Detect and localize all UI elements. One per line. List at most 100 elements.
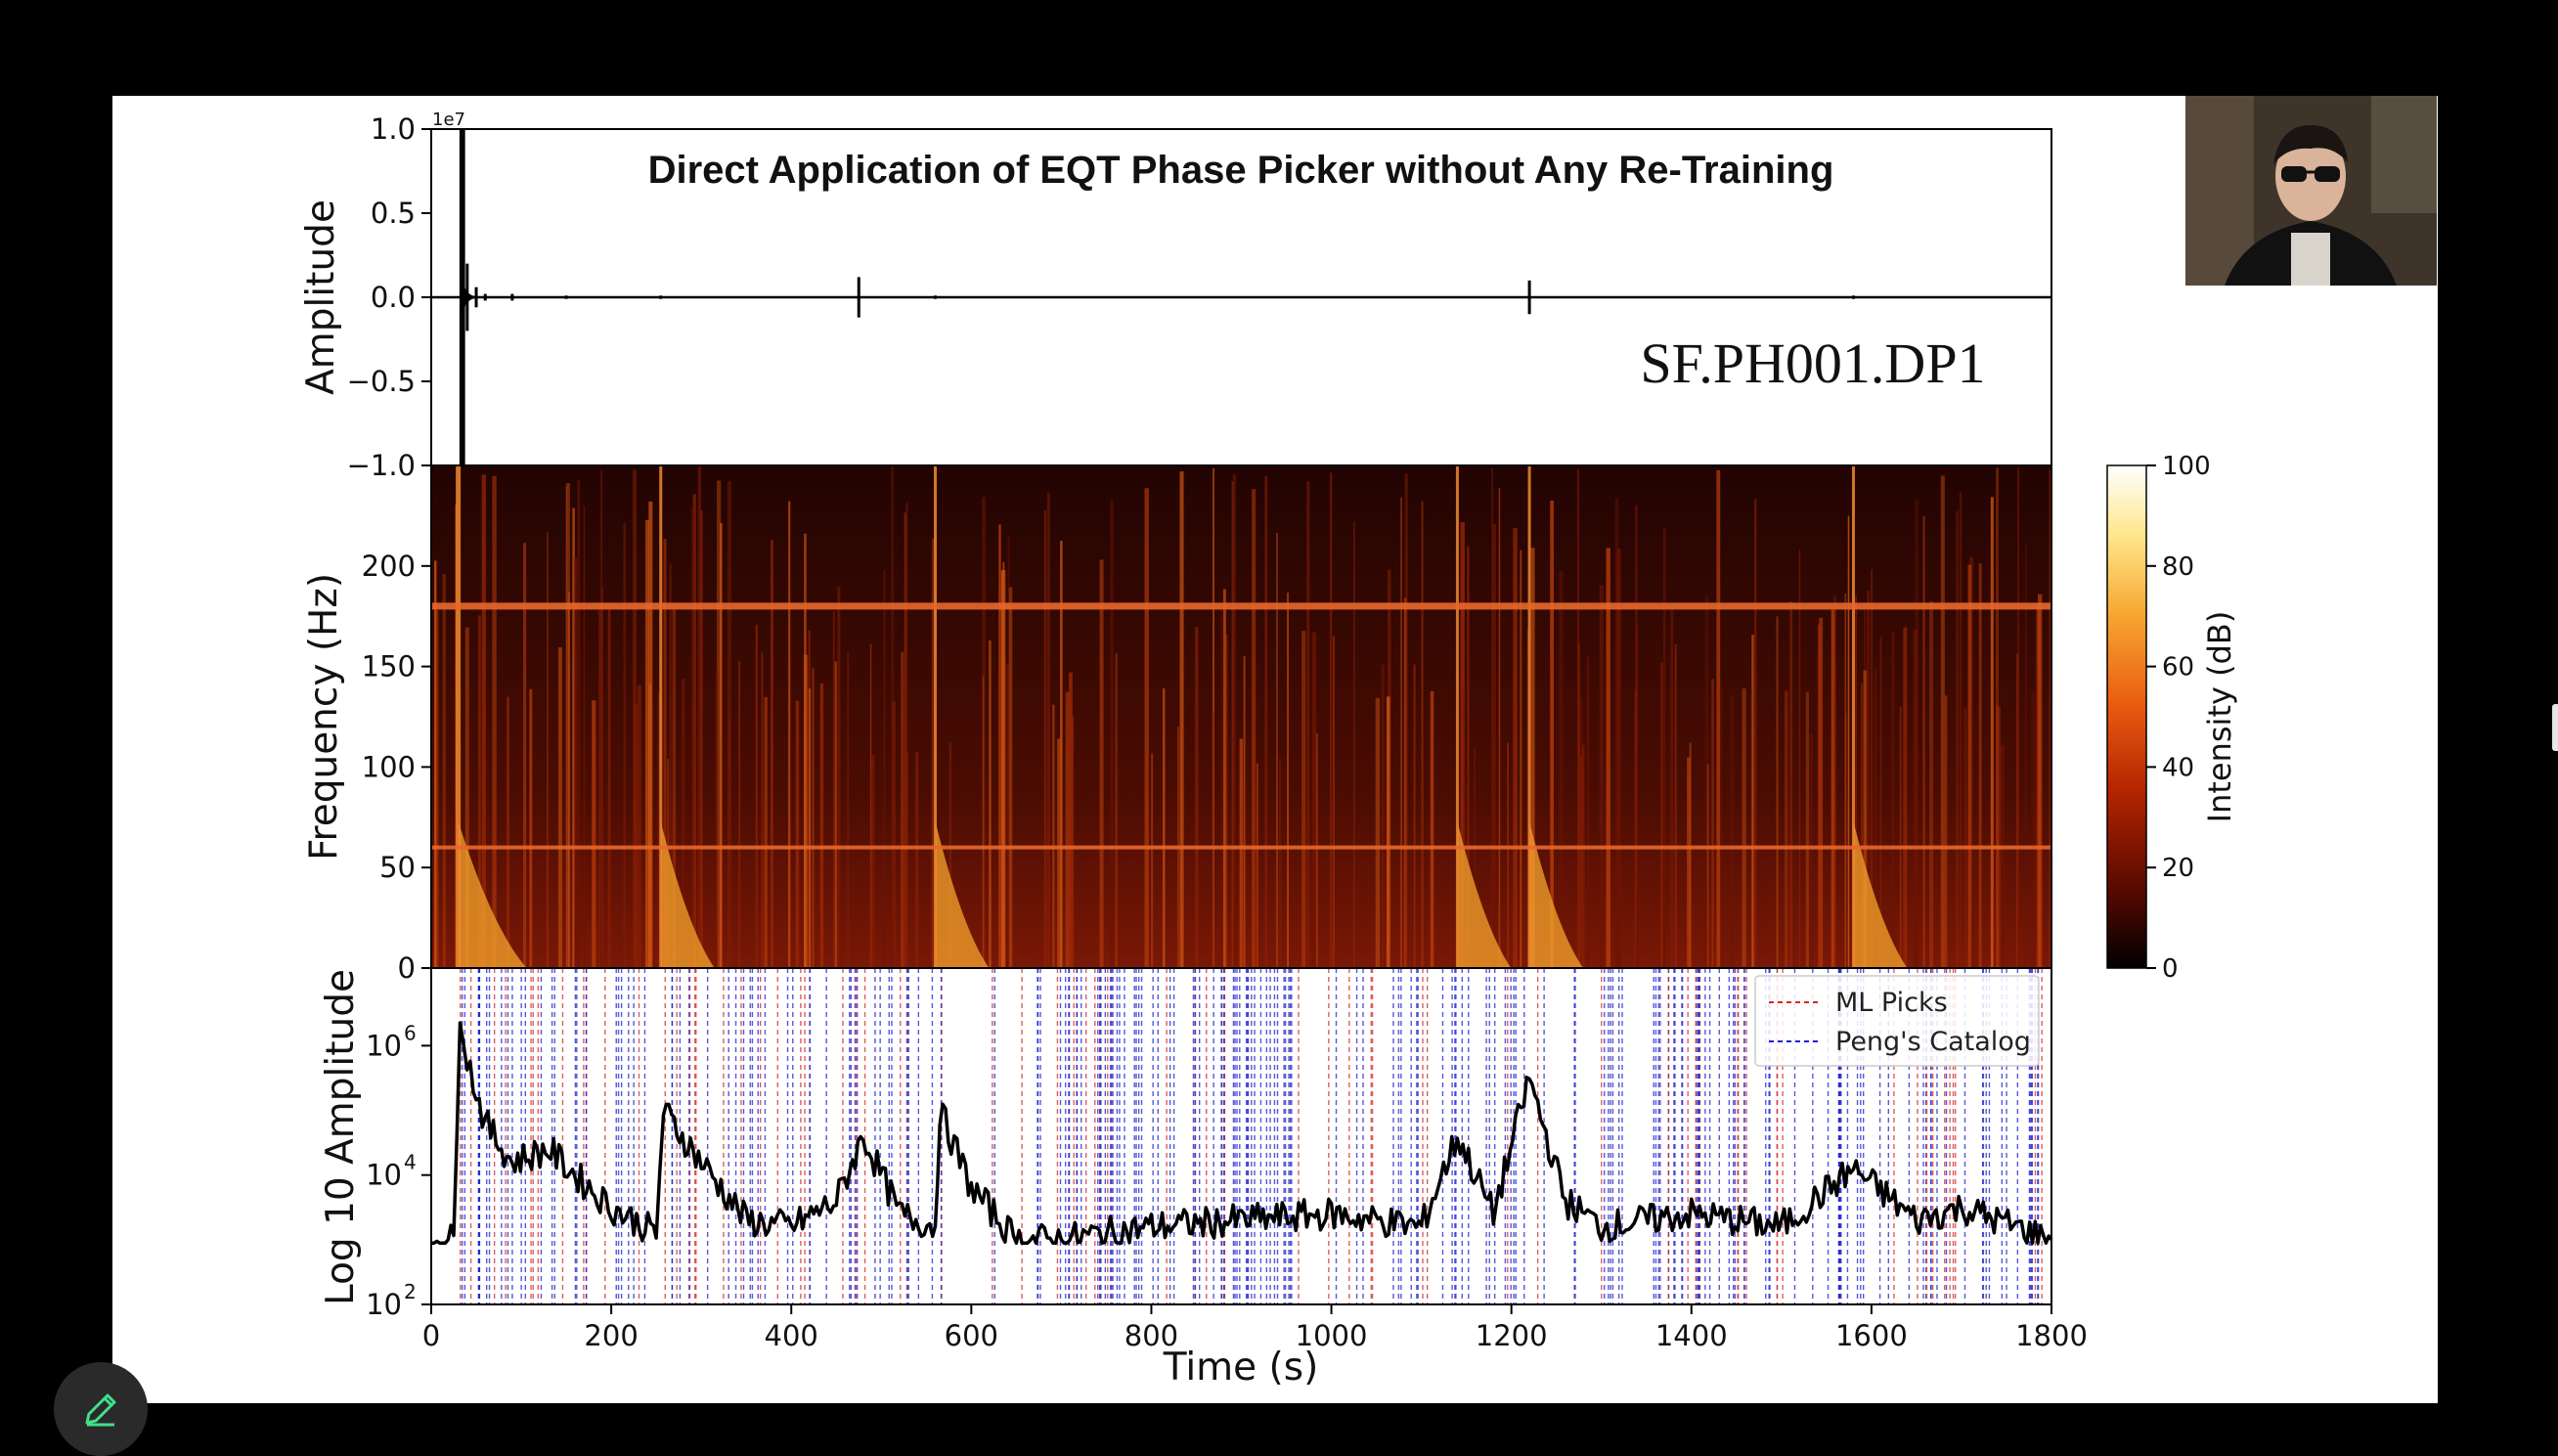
spectrogram-stripe [1940,475,1945,968]
spectrogram-stripe [982,675,985,968]
spectrogram-stripe [834,661,837,968]
spectrogram-stripe [1742,688,1746,968]
spectrogram-stripe [771,539,773,968]
spectrogram-stripe [2037,594,2043,968]
spectrogram-stripe [1809,733,1814,968]
spectrogram-stripe [574,557,578,968]
spectrogram-stripe [1990,497,1994,968]
spectrogram-stripe [633,469,637,968]
spectrogram-stripe [871,755,875,968]
spectrogram-stripe [716,480,722,968]
log-amplitude-ytick-label: 10 [366,1159,402,1192]
spectrogram-stripe [1578,642,1580,968]
spectrogram-stripe [948,741,951,968]
spectrogram-stripe [1052,703,1055,968]
spectrogram-stripe [1311,632,1317,968]
spectrogram-stripe [644,519,649,968]
time-xtick-label: 800 [1125,1319,1178,1352]
legend-catalog: Peng's Catalog [1835,1027,2031,1057]
spectrogram-stripe [546,532,549,968]
spectrogram-stripe [637,684,641,968]
spectrogram-stripe [1963,707,1967,968]
spectrogram-ytick-label: 200 [362,550,416,583]
spectrogram-stripe [2024,545,2027,968]
spectrogram-stripe [1959,492,1963,968]
colorbar-tick-label: 0 [2162,954,2179,984]
spectrogram-stripe [1162,687,1166,968]
spectrogram-stripe [607,609,611,968]
colorbar-tick-label: 20 [2162,854,2194,883]
webcam-video-feed [2185,96,2437,286]
spectrogram-stripe [1151,753,1154,968]
spectrogram-stripe [1899,706,1902,968]
spectrogram-stripe [672,609,677,968]
spectrogram-stripe [1060,540,1063,968]
spectrogram-stripe [583,506,586,968]
spectrogram-stripe [1730,695,1735,968]
spectrogram-stripe [1674,643,1677,968]
spectrogram-stripe [481,474,486,968]
spectrogram-stripe [1404,473,1408,968]
waveform-ytick-label: 0.5 [371,197,416,230]
colorbar-label: Intensity (dB) [2201,611,2238,823]
spectrogram-stripe [1513,528,1518,968]
spectrogram-stripe [681,679,685,968]
side-panel-handle[interactable] [2552,704,2558,751]
spectrogram-event-glow [458,821,527,968]
spectrogram-stripe [1474,748,1476,968]
spectrogram-stripe [1301,631,1306,968]
spectrogram-stripe [2000,744,2005,968]
spectrogram-stripe [764,696,768,968]
spectrogram-stripe [1874,668,1877,968]
spectrogram-stripe [1110,500,1114,968]
spectrogram-stripe [761,652,764,968]
spectrogram-stripe [648,501,653,968]
spectrogram-stripe [577,479,581,968]
spectrogram-stripe [1805,691,1809,968]
spectrogram-stripe [1239,738,1244,968]
spectrogram-stripe [901,652,904,968]
spectrogram-stripe [1844,713,1848,968]
spectrogram-stripe [1413,664,1416,968]
spectrogram-stripe [600,469,603,968]
spectrogram-stripe [1687,757,1691,968]
offset-label: 1e7 [432,110,465,130]
spectrogram-stripe [598,601,602,968]
spectrogram-stripe [982,497,986,968]
spectrogram-stripe [1915,501,1918,968]
spectrogram-stripe [565,486,568,968]
pencil-icon [85,1393,116,1427]
spectrogram-stripe [477,615,481,968]
spectrogram-stripe [1922,515,1925,968]
spectrogram-ytick-label: 150 [362,650,416,684]
edit-button[interactable] [54,1362,148,1456]
spectrogram-stripe [1798,550,1801,968]
spectrogram-ytick-label: 100 [362,750,416,783]
spectrogram-stripe [1817,624,1822,968]
spectrogram-stripe [788,501,791,968]
spectrogram-stripe [904,512,906,968]
spectrogram-stripe [1008,587,1013,968]
spectrogram-stripe [1847,515,1850,968]
spectrogram-event-glow [1853,821,1908,968]
spectrogram-stripe [891,465,895,968]
log-amplitude-trace [431,1021,2053,1245]
log-amplitude-ytick-label: 10 [366,1288,402,1321]
spectrogram-stripe [1043,509,1047,968]
log-amplitude-ytick-exponent: 2 [404,1280,417,1303]
spectrogram-stripe [1222,589,1226,968]
spectrogram-stripe [436,609,439,968]
spectrogram-ylabel: Frequency (Hz) [302,573,346,860]
spectrogram-stripe [1863,607,1867,968]
spectrogram-stripe [1264,475,1268,968]
spectrogram-stripe [1870,569,1874,968]
spectrogram-event-glow [660,821,715,968]
spectrogram-stripe [1467,546,1470,968]
time-xtick-label: 1200 [1476,1319,1548,1352]
spectrogram-stripe [904,752,908,968]
legend-ml-picks: ML Picks [1835,988,1948,1018]
spectrogram-stripe [1662,528,1666,968]
spectrogram-stripe [812,668,815,968]
spectrogram-stripe [1956,510,1959,968]
spectrogram-stripe [1689,742,1692,968]
